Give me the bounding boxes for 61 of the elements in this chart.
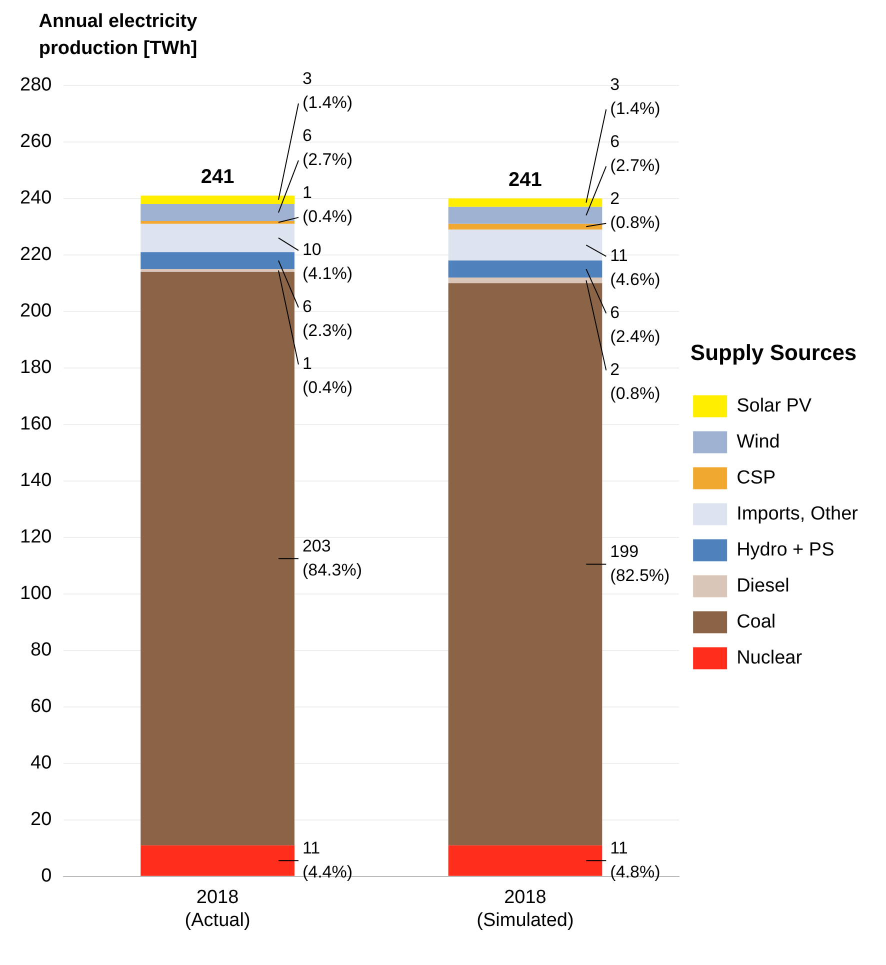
total-label: 241 xyxy=(508,168,542,191)
data-label: 3 (1.4%) xyxy=(302,69,353,112)
bar xyxy=(448,278,602,284)
data-label: 2 (0.8%) xyxy=(610,360,660,403)
y-tick-label: 200 xyxy=(20,300,52,322)
data-label: 203 (84.3%) xyxy=(302,536,362,580)
legend-label: CSP xyxy=(736,467,776,488)
y-tick-label: 280 xyxy=(20,74,52,96)
bar xyxy=(140,252,294,270)
y-tick-label: 160 xyxy=(20,414,52,435)
bar xyxy=(140,269,294,272)
bar xyxy=(140,845,294,876)
bar xyxy=(140,204,294,221)
legend-label: Hydro + PS xyxy=(736,539,834,560)
total-label: 241 xyxy=(200,166,234,188)
data-label: 1 (0.4%) xyxy=(302,354,353,398)
y-tick-label: 80 xyxy=(30,640,52,661)
legend-label: Wind xyxy=(736,431,780,452)
y-tick-label: 220 xyxy=(20,244,52,266)
data-label: 3 (1.4%) xyxy=(610,75,660,118)
bar xyxy=(448,229,602,261)
bar xyxy=(448,206,602,224)
data-label: 6 (2.4%) xyxy=(610,303,660,346)
legend-label: Nuclear xyxy=(736,647,803,668)
x-tick-label: 2018 (Actual) xyxy=(184,887,250,931)
bar xyxy=(140,224,294,252)
legend-label: Diesel xyxy=(736,575,790,596)
bar xyxy=(140,272,294,846)
data-label: 2 (0.8%) xyxy=(610,189,660,232)
data-label: 6 (2.3%) xyxy=(302,297,353,340)
legend-title: Supply Sources xyxy=(690,340,857,365)
bar xyxy=(448,224,602,230)
y-tick-label: 260 xyxy=(20,131,52,152)
y-tick-label: 60 xyxy=(30,696,52,718)
y-tick-label: 140 xyxy=(20,470,52,492)
data-label: 11 (4.6%) xyxy=(610,246,660,290)
y-tick-label: 0 xyxy=(41,866,52,887)
bar xyxy=(448,198,602,207)
data-label: 11 (4.4%) xyxy=(302,838,353,882)
data-label: 11 (4.8%) xyxy=(610,838,660,882)
y-tick-label: 20 xyxy=(30,809,52,830)
legend-label: Solar PV xyxy=(736,395,812,416)
legend-label: Imports, Other xyxy=(736,503,859,524)
data-label: 6 (2.7%) xyxy=(610,132,660,176)
data-label: 199 (82.5%) xyxy=(610,542,670,585)
y-tick-label: 100 xyxy=(20,583,52,604)
bar xyxy=(448,260,602,278)
y-axis-title: Annual electricity production [TWh] xyxy=(38,10,198,61)
bar xyxy=(140,221,294,224)
bar xyxy=(140,196,294,204)
data-label: 1 (0.4%) xyxy=(302,183,353,226)
bar xyxy=(448,283,602,846)
legend-label: Coal xyxy=(736,611,776,632)
data-label: 6 (2.7%) xyxy=(302,126,353,170)
y-tick-label: 40 xyxy=(30,752,52,774)
y-tick-label: 120 xyxy=(20,526,52,548)
y-tick-label: 180 xyxy=(20,357,52,378)
x-tick-label: 2018 (Simulated) xyxy=(476,887,574,931)
data-label: 10 (4.1%) xyxy=(302,240,353,284)
y-tick-label: 240 xyxy=(20,188,52,209)
bar xyxy=(448,845,602,876)
